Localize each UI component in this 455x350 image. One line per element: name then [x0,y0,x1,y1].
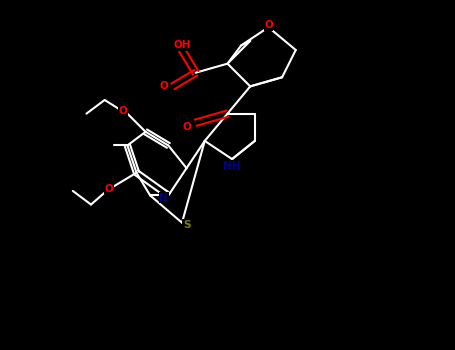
Text: N: N [159,193,168,203]
Text: O: O [264,20,273,30]
Text: O: O [182,122,191,132]
Text: O: O [118,106,127,116]
Text: O: O [105,184,114,194]
Text: O: O [159,81,168,91]
Text: S: S [183,220,190,230]
Text: NH: NH [223,161,241,171]
Text: OH: OH [173,41,191,50]
